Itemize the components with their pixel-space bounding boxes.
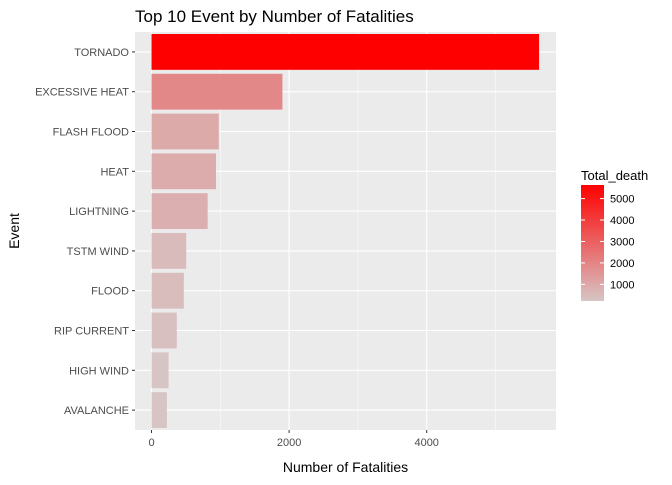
- y-tick-label: TSTM WIND: [67, 246, 129, 258]
- y-tick-label: FLOOD: [91, 286, 129, 298]
- legend-tick-label: 5000: [610, 194, 634, 206]
- y-tick-label: LIGHTNING: [69, 206, 129, 218]
- legend-tick-label: 4000: [610, 215, 634, 227]
- bar-tornado: [151, 33, 540, 70]
- bar-rip-current: [151, 312, 177, 349]
- bar-excessive-heat: [151, 73, 283, 110]
- y-axis-title: Event: [6, 213, 22, 249]
- x-tick-label: 0: [148, 437, 154, 449]
- legend-title: Total_death: [581, 168, 648, 183]
- y-tick-label: HIGH WIND: [69, 365, 129, 377]
- bar-high-wind: [151, 352, 169, 389]
- y-tick-label: FLASH FLOOD: [53, 127, 129, 139]
- chart-title: Top 10 Event by Number of Fatalities: [135, 7, 414, 26]
- legend-colorbar: [581, 185, 604, 301]
- bar-flash-flood: [151, 113, 219, 150]
- y-tick-label: RIP CURRENT: [54, 326, 129, 338]
- bar-heat: [151, 153, 216, 190]
- y-axis-ticks: TORNADO EXCESSIVE HEAT FLASH FLOOD HEAT LIGH…: [35, 47, 135, 417]
- legend-tick-label: 1000: [610, 279, 634, 291]
- legend-ticks: 1000 2000 3000 4000 5000: [581, 194, 634, 291]
- y-tick-label: HEAT: [100, 166, 129, 178]
- y-tick-label: EXCESSIVE HEAT: [35, 87, 129, 99]
- legend: Total_death 1000 2000 3000 4000 5000: [581, 168, 648, 301]
- x-tick-label: 2000: [277, 437, 301, 449]
- legend-tick-label: 2000: [610, 258, 634, 270]
- bar-lightning: [151, 193, 208, 230]
- legend-tick-label: 3000: [610, 236, 634, 248]
- y-tick-label: AVALANCHE: [64, 405, 129, 417]
- bars: [151, 33, 540, 429]
- bar-flood: [151, 272, 184, 309]
- y-tick-label: TORNADO: [74, 47, 129, 59]
- bar-tstm-wind: [151, 232, 187, 269]
- x-axis-ticks: 0 2000 4000: [148, 430, 439, 449]
- x-axis-title: Number of Fatalities: [283, 459, 408, 475]
- bar-avalanche: [151, 392, 167, 429]
- x-tick-label: 4000: [414, 437, 438, 449]
